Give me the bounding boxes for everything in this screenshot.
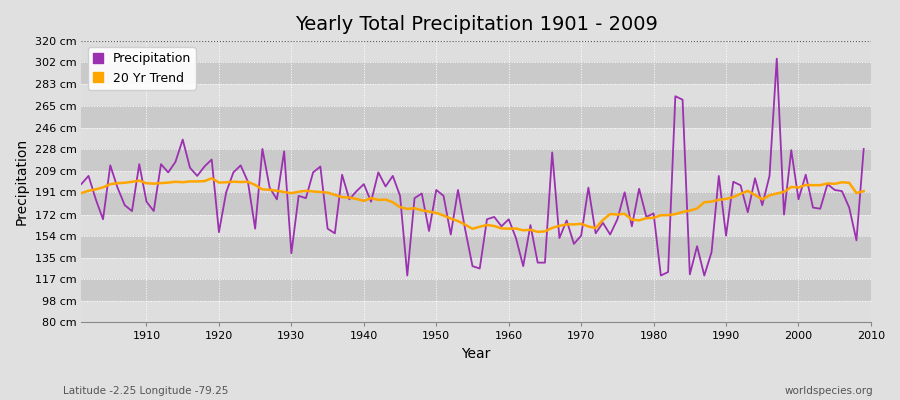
20 Yr Trend: [510, 226, 521, 231]
Text: Latitude -2.25 Longitude -79.25: Latitude -2.25 Longitude -79.25: [63, 386, 229, 396]
Bar: [81, 84, 871, 106]
Bar: [81, 301, 871, 322]
20 Yr Trend: [301, 188, 311, 193]
Precipitation: [337, 172, 347, 177]
Bar: [81, 41, 871, 62]
X-axis label: Year: Year: [462, 347, 490, 361]
Bar: [81, 214, 871, 236]
Bar: [81, 106, 871, 128]
Legend: Precipitation, 20 Yr Trend: Precipitation, 20 Yr Trend: [87, 47, 196, 90]
Bar: [81, 149, 871, 171]
20 Yr Trend: [134, 178, 145, 183]
20 Yr Trend: [76, 191, 86, 196]
20 Yr Trend: [206, 176, 217, 181]
Precipitation: [771, 56, 782, 61]
Bar: [81, 171, 871, 192]
Title: Yearly Total Precipitation 1901 - 2009: Yearly Total Precipitation 1901 - 2009: [294, 15, 658, 34]
Precipitation: [859, 146, 869, 151]
Bar: [81, 236, 871, 258]
Precipitation: [76, 182, 86, 186]
Text: worldspecies.org: worldspecies.org: [785, 386, 873, 396]
Precipitation: [134, 162, 145, 166]
Precipitation: [598, 220, 608, 225]
Precipitation: [402, 273, 413, 278]
Bar: [81, 192, 871, 214]
Bar: [81, 258, 871, 279]
20 Yr Trend: [344, 195, 355, 200]
Y-axis label: Precipitation: Precipitation: [15, 138, 29, 225]
20 Yr Trend: [859, 189, 869, 194]
20 Yr Trend: [503, 226, 514, 231]
Precipitation: [510, 236, 521, 240]
Precipitation: [503, 217, 514, 222]
Bar: [81, 279, 871, 301]
20 Yr Trend: [532, 230, 543, 234]
Bar: [81, 128, 871, 149]
Precipitation: [293, 194, 304, 198]
Bar: [81, 62, 871, 84]
20 Yr Trend: [605, 212, 616, 216]
Line: 20 Yr Trend: 20 Yr Trend: [81, 178, 864, 232]
Line: Precipitation: Precipitation: [81, 59, 864, 276]
